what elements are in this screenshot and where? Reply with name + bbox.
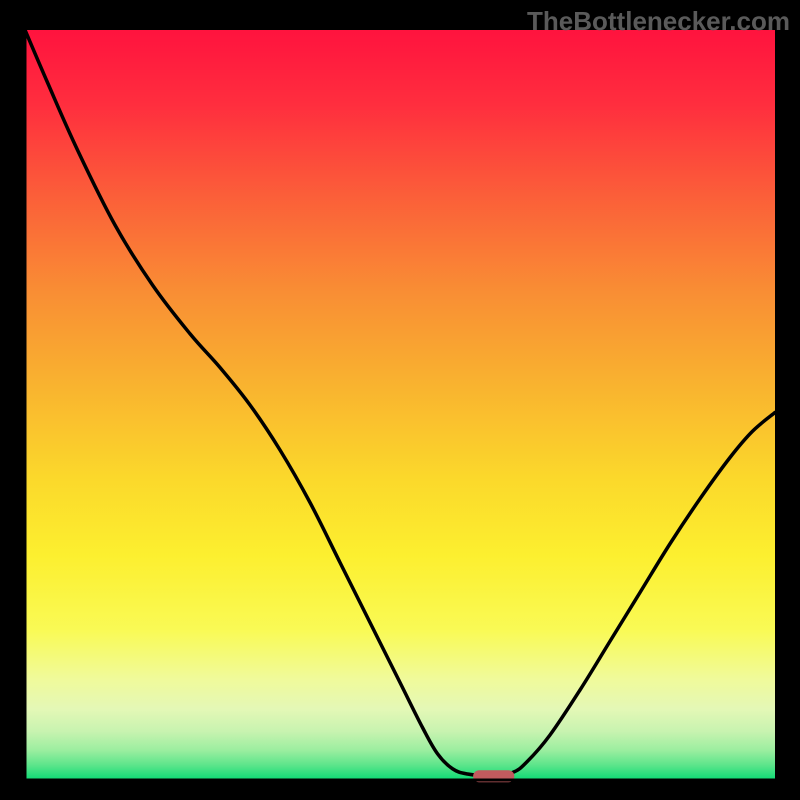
watermark-text: TheBottlenecker.com xyxy=(527,6,790,37)
plot-background xyxy=(25,30,775,780)
chart-svg xyxy=(0,0,800,800)
bottleneck-chart: TheBottlenecker.com xyxy=(0,0,800,800)
